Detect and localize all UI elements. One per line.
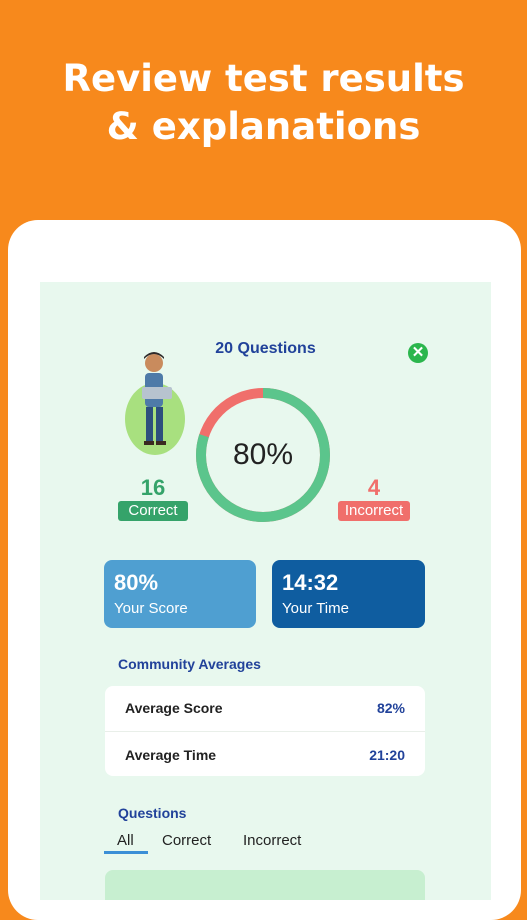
- promo-title: Review test results & explanations: [0, 55, 527, 151]
- close-icon[interactable]: ✕: [408, 343, 428, 363]
- average-score-value: 82%: [376, 700, 405, 716]
- your-score-card: 80% Your Score: [104, 560, 256, 628]
- score-ring-chart: [196, 388, 330, 522]
- average-time-value: 21:20: [369, 747, 405, 763]
- your-time-label: Your Time: [282, 600, 349, 617]
- tab-incorrect[interactable]: Incorrect: [243, 832, 302, 849]
- your-time-card: 14:32 Your Time: [272, 560, 425, 628]
- average-time-label: Average Time: [125, 747, 217, 763]
- score-ring-label: 80%: [232, 438, 294, 471]
- your-time-value: 14:32: [282, 570, 339, 595]
- your-score-value: 80%: [114, 570, 159, 595]
- tab-all[interactable]: All: [117, 832, 134, 849]
- incorrect-badge: Incorrect: [338, 501, 410, 521]
- average-score-label: Average Score: [125, 700, 223, 716]
- questions-title: Questions: [118, 805, 187, 821]
- correct-count: 16: [140, 475, 166, 500]
- tab-all-underline: [104, 851, 148, 854]
- question-list-item[interactable]: [105, 870, 425, 900]
- promo-title-line-2: & explanations: [106, 105, 421, 148]
- ring-correct-arc: [196, 388, 330, 522]
- row-divider: [105, 731, 425, 732]
- results-screen: 20 Questions ✕ 80% 16 Correct 4 Incorrec…: [40, 282, 491, 900]
- question-count: 20 Questions: [215, 340, 316, 357]
- promo-title-line-1: Review test results: [62, 57, 465, 100]
- community-averages-box: Average Score 82% Average Time 21:20: [105, 686, 425, 776]
- person-illustration: [125, 352, 185, 455]
- your-score-label: Your Score: [114, 600, 188, 617]
- tab-correct[interactable]: Correct: [162, 832, 212, 849]
- incorrect-count: 4: [367, 475, 381, 500]
- correct-badge: Correct: [118, 501, 188, 521]
- community-averages-title: Community Averages: [118, 656, 261, 672]
